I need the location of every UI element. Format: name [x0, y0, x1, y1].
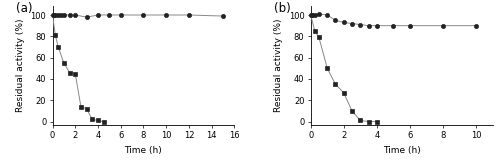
X-axis label: Time (h): Time (h)	[124, 145, 162, 155]
Text: (a): (a)	[16, 2, 32, 15]
Y-axis label: Residual activity (%): Residual activity (%)	[274, 19, 283, 112]
X-axis label: Time (h): Time (h)	[382, 145, 420, 155]
Text: (b): (b)	[274, 2, 291, 15]
Y-axis label: Residual activity (%): Residual activity (%)	[16, 19, 25, 112]
